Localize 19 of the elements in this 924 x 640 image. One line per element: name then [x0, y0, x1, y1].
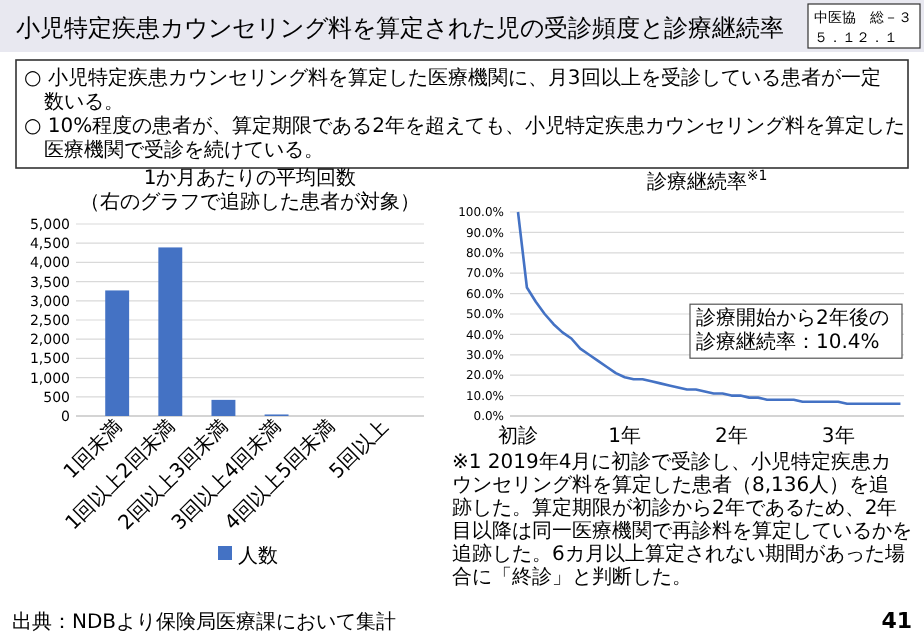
line-series: [516, 210, 902, 406]
chart-subtitle: （右のグラフで追跡した患者が対象）: [80, 190, 420, 214]
bar: [105, 290, 130, 416]
x-tick-label: 3年: [821, 424, 855, 448]
text: ○ 10%程度の患者が、算定期限である2年を超えても、小児特定疾患カウンセリング料を算定した医療機関で受診を続けている。: [24, 114, 905, 162]
source-note: 出典：NDBより保険局医療課において集計: [12, 610, 397, 634]
x-tick-label: 1年: [608, 424, 642, 448]
chart-title: 1か月あたりの平均回数: [143, 166, 357, 190]
bar: [158, 247, 183, 416]
text: ※1 2019年4月に初診で受診し、小児特定疾患カウンセリング料を算定した患者（8,136人）を追跡した。算定期限が初診から2年であるため、2年目以降は同一医療機関で再診料を算定しているかを追跡した。6カ月以上算定されない期間があった場合に「終診」と判断した。: [452, 450, 912, 589]
annotation: 診療開始から2年後の診療継続率：10.4%: [696, 306, 889, 355]
bar: [211, 399, 236, 416]
x-tick-label: 初診: [498, 424, 538, 448]
text: ○ 小児特定疾患カウンセリング料を算定した医療機関に、月3回以上を受診している患者が一定数いる。: [24, 66, 881, 114]
text: 41: [881, 608, 912, 634]
chart-title: 診療継続率$^{※1}$: [646, 168, 768, 194]
x-tick-label: 2年: [715, 424, 748, 448]
legend-label: 人数: [238, 546, 278, 568]
text: 小児特定疾患カウンセリング料を算定された児の受診頻度と診療継続率: [16, 14, 784, 42]
